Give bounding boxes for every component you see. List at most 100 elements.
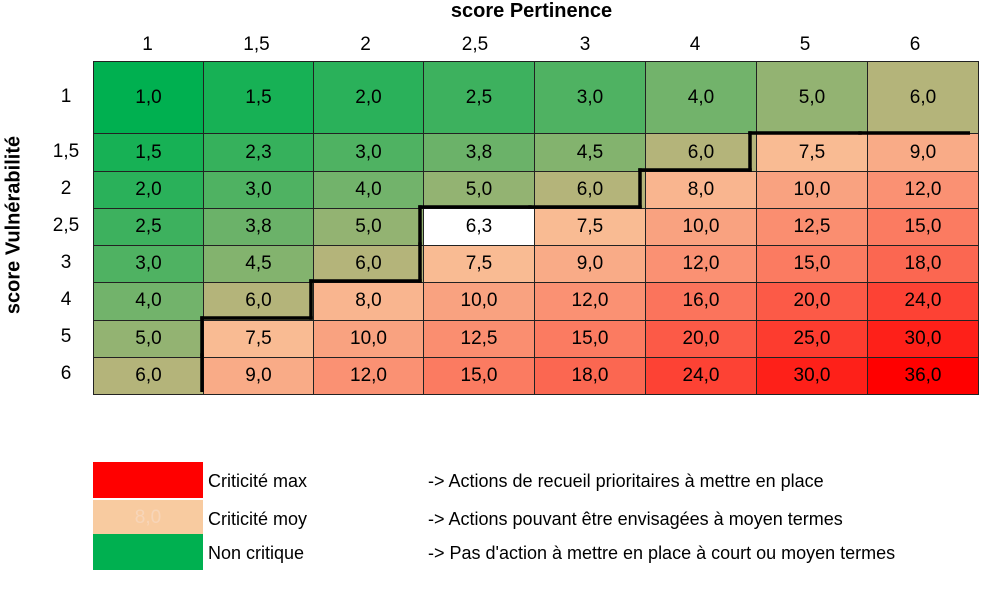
matrix-row: 2,0 3,0 4,0 5,0 6,0 8,0 10,0 12,0 (93, 170, 979, 209)
matrix-row: 4,0 6,0 8,0 10,0 12,0 16,0 20,0 24,0 (93, 282, 979, 321)
matrix-cell: 2,3 (203, 133, 314, 172)
matrix-cell: 3,8 (203, 207, 314, 247)
matrix-cell: 3,0 (203, 170, 314, 209)
matrix-cell: 6,0 (867, 60, 979, 135)
x-tick-label: 1 (142, 34, 153, 55)
y-tick-label: 3 (60, 252, 72, 273)
matrix-cell: 15,0 (756, 245, 868, 284)
matrix-cell: 15,0 (867, 207, 979, 247)
matrix-cell: 3,8 (423, 133, 535, 172)
x-tick-label: 1,5 (243, 34, 270, 55)
y-tick-label: 4 (60, 289, 72, 310)
matrix-cell: 7,5 (203, 319, 314, 358)
matrix-cell: 6,0 (645, 133, 757, 172)
matrix-cell: 30,0 (756, 356, 868, 396)
matrix-cell: 18,0 (867, 245, 979, 284)
matrix-cell: 2,5 (423, 60, 535, 135)
x-tick-label: 6 (909, 34, 921, 55)
matrix-cell: 4,5 (534, 133, 646, 172)
legend-label: Criticité max (208, 471, 308, 491)
matrix-cell: 20,0 (756, 282, 868, 321)
matrix-cell: 12,5 (423, 319, 535, 358)
x-tick-label: 2,5 (461, 34, 489, 55)
matrix-cell: 5,0 (313, 207, 424, 247)
legend-label: Criticité moy (208, 509, 308, 529)
matrix-row: 3,0 4,5 6,0 7,5 9,0 12,0 15,0 18,0 (93, 245, 979, 284)
y-tick-label: 2 (60, 178, 72, 199)
matrix-cell: 16,0 (645, 282, 757, 321)
y-tick-label: 2,5 (52, 215, 80, 236)
legend-swatch (93, 462, 203, 498)
matrix-cell: 3,0 (313, 133, 424, 172)
y-tick-label: 6 (60, 363, 72, 384)
matrix-cell: 6,0 (534, 170, 646, 209)
x-tick-label: 2 (360, 34, 371, 55)
x-tick-label: 5 (799, 34, 811, 55)
matrix-cell: 10,0 (645, 207, 757, 247)
legend-description: -> Actions de recueil prioritaires à met… (428, 471, 824, 491)
matrix-cell: 7,5 (423, 245, 535, 284)
matrix-cell: 12,0 (867, 170, 979, 209)
matrix-cell: 12,5 (756, 207, 868, 247)
matrix-cell: 36,0 (867, 356, 979, 396)
matrix-cell: 7,5 (534, 207, 646, 247)
matrix-cell: 15,0 (534, 319, 646, 358)
matrix-cell: 15,0 (423, 356, 535, 396)
legend-swatch (93, 534, 203, 570)
matrix-cell: 10,0 (423, 282, 535, 321)
legend-swatch: 8,0 (93, 500, 203, 536)
matrix-cell: 1,5 (203, 60, 314, 135)
matrix-cell: 6,0 (313, 245, 424, 284)
matrix-cell: 30,0 (867, 319, 979, 358)
matrix-cell: 2,0 (313, 60, 424, 135)
matrix-cell: 2,0 (93, 170, 204, 209)
matrix-cell: 9,0 (203, 356, 314, 396)
y-tick-label: 5 (60, 326, 72, 347)
matrix-cell: 3,0 (93, 245, 204, 284)
legend-description: -> Pas d'action à mettre en place à cour… (428, 543, 896, 563)
matrix-cell: 12,0 (313, 356, 424, 396)
matrix-cell: 9,0 (534, 245, 646, 284)
criticality-matrix: 1,0 1,5 2,0 2,5 3,0 4,0 5,0 6,0 1,5 2,3 3,0 3,8 4,5 6… (93, 60, 979, 396)
y-tick-label: 1 (60, 86, 72, 107)
matrix-cell: 4,0 (313, 170, 424, 209)
matrix-row: 5,0 7,5 10,0 12,5 15,0 20,0 25,0 30,0 (93, 319, 979, 358)
matrix-cell: 3,0 (534, 60, 646, 135)
matrix-row: 1,0 1,5 2,0 2,5 3,0 4,0 5,0 6,0 (93, 60, 979, 135)
matrix-cell: 4,0 (93, 282, 204, 321)
matrix-cell: 6,0 (93, 356, 204, 396)
matrix-cell: 9,0 (867, 133, 979, 172)
matrix-cell: 6,3 (423, 207, 535, 247)
matrix-cell: 12,0 (645, 245, 757, 284)
matrix-cell: 1,0 (93, 60, 204, 135)
matrix-cell: 7,5 (756, 133, 868, 172)
matrix-row: 2,5 3,8 5,0 6,3 7,5 10,0 12,5 15,0 (93, 207, 979, 247)
matrix-cell: 4,0 (645, 60, 757, 135)
matrix-cell: 6,0 (203, 282, 314, 321)
matrix-cell: 1,5 (93, 133, 204, 172)
legend-description: -> Actions pouvant être envisagées à moy… (428, 509, 843, 529)
matrix-cell: 5,0 (423, 170, 535, 209)
y-axis-title: score Vulnérabilité (2, 135, 25, 315)
matrix-cell: 10,0 (313, 319, 424, 358)
matrix-cell: 25,0 (756, 319, 868, 358)
matrix-cell: 24,0 (867, 282, 979, 321)
matrix-cell: 8,0 (645, 170, 757, 209)
matrix-cell: 10,0 (756, 170, 868, 209)
x-tick-label: 4 (689, 34, 701, 55)
x-axis-title: score Pertinence (450, 0, 613, 22)
matrix-row: 1,5 2,3 3,0 3,8 4,5 6,0 7,5 9,0 (93, 133, 979, 172)
matrix-cell: 4,5 (203, 245, 314, 284)
matrix-cell: 2,5 (93, 207, 204, 247)
matrix-cell: 5,0 (93, 319, 204, 358)
matrix-cell: 8,0 (313, 282, 424, 321)
matrix-row: 6,0 9,0 12,0 15,0 18,0 24,0 30,0 36,0 (93, 356, 979, 396)
matrix-cell: 18,0 (534, 356, 646, 396)
matrix-cell: 20,0 (645, 319, 757, 358)
matrix-cell: 5,0 (756, 60, 868, 135)
x-tick-label: 3 (579, 34, 591, 55)
y-tick-label: 1,5 (52, 141, 80, 162)
matrix-cell: 12,0 (534, 282, 646, 321)
legend-label: Non critique (208, 543, 305, 563)
matrix-cell: 24,0 (645, 356, 757, 396)
